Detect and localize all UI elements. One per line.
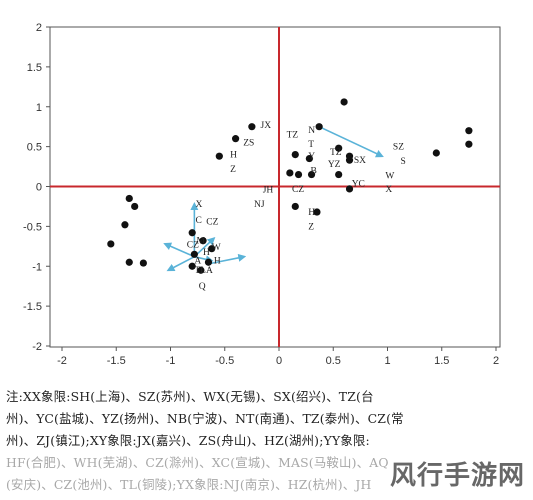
point-label: H	[308, 208, 315, 218]
point-label: A	[194, 257, 201, 267]
data-point	[340, 98, 348, 106]
data-point	[335, 144, 343, 152]
point-label: TZ	[330, 148, 342, 158]
y-tick-label: 2	[36, 22, 42, 34]
point-label: S	[401, 157, 406, 167]
y-tick-label: -1.5	[23, 301, 42, 313]
data-point	[197, 266, 205, 274]
x-tick-label: -1	[166, 355, 176, 367]
note-line-2: 州)、YC(盐城)、YZ(扬州)、NB(宁波)、NT(南通)、TZ(泰州)、CZ…	[6, 411, 404, 426]
point-label: YZ	[328, 160, 341, 170]
point-label: X	[385, 185, 392, 195]
point-label: NJ	[254, 200, 265, 210]
x-tick-label: -0.5	[215, 355, 234, 367]
data-point	[232, 135, 240, 143]
x-tick-label: 2	[493, 355, 499, 367]
point-label: Q	[199, 282, 206, 292]
note-line-1: 注:XX象限:SH(上海)、SZ(苏州)、WX(无锡)、SX(绍兴)、TZ(台	[6, 389, 374, 404]
movement-arrow	[208, 253, 247, 265]
x-tick-label: -2	[57, 355, 67, 367]
watermark-text: 风行手游网	[389, 461, 525, 491]
point-label: B	[310, 167, 316, 177]
data-point	[188, 262, 196, 270]
scatter-chart: -2 -1.5 -1 -0.5 0 0.5 1 1.5 2 -2 -1.5 -1 -0.5 0 0.5 1 1.…	[23, 22, 501, 367]
data-point	[291, 202, 299, 211]
data-point	[432, 149, 440, 157]
movement-arrow	[318, 125, 384, 158]
data-point	[313, 208, 321, 216]
movement-arrow	[163, 242, 195, 258]
point-label: SX	[354, 156, 366, 166]
data-point	[131, 202, 139, 211]
quadrant-lines	[50, 27, 500, 347]
point-label: X	[195, 200, 202, 210]
x-tick-label: 1.5	[434, 355, 449, 367]
point-label: C	[195, 216, 201, 226]
data-point	[208, 245, 216, 253]
y-tick-label: -0.5	[23, 221, 42, 233]
data-point	[286, 169, 294, 177]
point-label: Y	[308, 152, 315, 162]
data-point	[199, 237, 207, 245]
point-label: H	[203, 248, 210, 258]
point-label: M	[197, 237, 206, 247]
point-label: H	[214, 257, 221, 267]
data-point	[465, 127, 473, 135]
point-label: CZ	[206, 218, 218, 228]
data-point	[121, 221, 129, 229]
data-point	[294, 170, 303, 179]
data-point	[125, 194, 133, 203]
point-label: TZ	[287, 131, 299, 141]
data-point	[107, 240, 115, 248]
point-label: YC	[352, 179, 365, 189]
axis-ticks: -2 -1.5 -1 -0.5 0 0.5 1 1.5 2 -2 -1.5 -1 -0.5 0 0.5 1 1.…	[23, 22, 499, 367]
y-tick-label: -2	[32, 341, 42, 353]
data-point	[345, 156, 354, 164]
data-point	[190, 250, 198, 258]
chart-note: 注:XX象限:SH(上海)、SZ(苏州)、WX(无锡)、SX(绍兴)、TZ(台 …	[6, 386, 528, 496]
data-point	[215, 152, 223, 160]
point-label: W	[212, 243, 221, 253]
point-label: JX	[261, 121, 272, 131]
point-label: JH	[263, 186, 274, 196]
y-tick-label: -1	[32, 261, 42, 273]
y-tick-label: 0	[36, 182, 42, 194]
data-point	[291, 151, 299, 159]
data-point	[305, 154, 313, 163]
note-line-4: HF(合肥)、WH(芜湖)、CZ(滁州)、XC(宣城)、MAS(马鞍山)、AQ	[6, 455, 389, 470]
point-label: TLA	[194, 266, 213, 276]
data-point	[125, 258, 133, 266]
data-point	[307, 170, 316, 179]
x-tick-label: 1	[384, 355, 390, 367]
data-point	[345, 185, 354, 193]
data-points	[107, 98, 473, 274]
data-point	[188, 229, 196, 237]
point-label: Z	[230, 165, 236, 175]
note-line-3: 州)、ZJ(镇江);XY象限:JX(嘉兴)、ZS(舟山)、HZ(湖州);YY象限…	[6, 433, 370, 448]
movement-arrow	[166, 255, 195, 272]
y-tick-label: 1	[36, 102, 42, 114]
y-tick-label: 1.5	[27, 62, 42, 74]
point-label: Z	[308, 222, 314, 232]
note-line-5: (安庆)、CZ(池州)、TL(铜陵);YX象限:NJ(南京)、HZ(杭州)、JH	[6, 477, 372, 492]
point-label: ZS	[243, 139, 254, 149]
data-point	[248, 123, 256, 131]
point-label: T	[308, 140, 314, 150]
point-label: CZ	[187, 241, 199, 251]
point-label: CZ	[292, 185, 304, 195]
x-tick-label: 0.5	[326, 355, 341, 367]
x-tick-label: -1.5	[107, 355, 126, 367]
x-tick-label: 0	[276, 355, 282, 367]
data-point	[204, 258, 213, 266]
data-point	[139, 259, 147, 267]
point-label: W	[385, 171, 394, 181]
point-label: SZ	[393, 143, 404, 153]
data-point	[315, 123, 323, 131]
point-label: H	[230, 151, 237, 161]
point-label: N	[308, 126, 315, 136]
data-point	[335, 170, 343, 179]
y-tick-label: 0.5	[27, 142, 42, 154]
data-point	[465, 140, 473, 148]
